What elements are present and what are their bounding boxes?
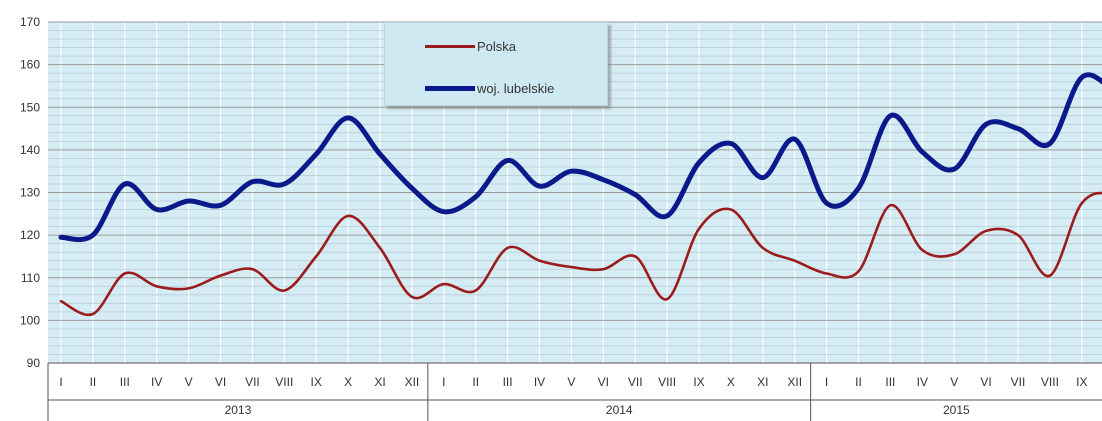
x-axis: I II III IV V VI VII VIII IX X XI XII I II III IV V VI VII… xyxy=(47,362,1102,421)
year-label: 2014 xyxy=(606,403,633,417)
y-tick-label: 90 xyxy=(27,356,41,370)
month-tick-label: VIII xyxy=(275,375,293,389)
month-tick-label: VII xyxy=(245,375,260,389)
y-tick-label: 160 xyxy=(20,58,40,72)
legend-swatch-polska xyxy=(425,44,475,48)
month-tick-label: XI xyxy=(374,375,385,389)
y-tick-label: 170 xyxy=(20,15,40,29)
y-axis-tick-labels: 90 100 110 120 130 140 150 160 170 xyxy=(20,15,40,370)
legend-label-polska: Polska xyxy=(477,38,517,54)
month-tick-label: V xyxy=(950,375,958,389)
month-tick-label: VIII xyxy=(658,375,676,389)
month-tick-label: IX xyxy=(1076,375,1087,389)
y-tick-label: 140 xyxy=(20,143,40,157)
month-tick-label: VII xyxy=(1011,375,1026,389)
month-tick-label: IV xyxy=(917,375,928,389)
month-tick-label: X xyxy=(727,375,735,389)
month-tick-label: V xyxy=(185,375,193,389)
month-tick-label: I xyxy=(442,375,445,389)
month-tick-label: I xyxy=(59,375,62,389)
y-tick-label: 100 xyxy=(20,313,40,327)
series-line-lubelskie xyxy=(58,72,1102,243)
month-tick-label: I xyxy=(825,375,828,389)
y-tick-label: 150 xyxy=(20,100,40,114)
legend-item-polska: Polska xyxy=(425,37,516,55)
month-tick-label: VI xyxy=(215,375,226,389)
month-tick-label: III xyxy=(503,375,513,389)
month-tick-label: IX xyxy=(311,375,322,389)
month-tick-label: III xyxy=(120,375,130,389)
legend-item-lubelskie: woj. lubelskie xyxy=(425,79,554,97)
month-tick-label: XII xyxy=(787,375,802,389)
legend-label-lubelskie: woj. lubelskie xyxy=(477,80,555,96)
month-tick-label: VII xyxy=(628,375,643,389)
month-tick-label: IV xyxy=(534,375,545,389)
month-tick-label: XII xyxy=(405,375,420,389)
month-tick-label: XI xyxy=(757,375,768,389)
month-tick-label: V xyxy=(567,375,575,389)
series-line-polska xyxy=(59,191,1102,317)
series-lines xyxy=(58,72,1102,317)
month-tick-label: X xyxy=(344,375,352,389)
month-tick-label: IX xyxy=(693,375,704,389)
month-tick-label: II xyxy=(90,375,97,389)
y-tick-label: 110 xyxy=(21,271,40,285)
year-label: 2015 xyxy=(943,403,970,417)
y-tick-label: 130 xyxy=(20,186,40,200)
month-tick-label: VI xyxy=(598,375,609,389)
month-tick-label: VI xyxy=(980,375,991,389)
legend-swatch-lubelskie xyxy=(425,85,475,91)
legend: Polska woj. lubelskie xyxy=(384,22,608,106)
month-tick-label: II xyxy=(855,375,862,389)
month-tick-label: IV xyxy=(151,375,162,389)
y-tick-label: 120 xyxy=(20,228,40,242)
month-tick-label: II xyxy=(472,375,479,389)
month-tick-label: VIII xyxy=(1041,375,1059,389)
year-label: 2013 xyxy=(225,403,252,417)
month-tick-label: III xyxy=(885,375,895,389)
